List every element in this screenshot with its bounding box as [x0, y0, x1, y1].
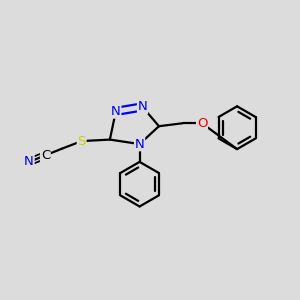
- Text: C: C: [41, 149, 50, 162]
- Text: N: N: [135, 138, 145, 151]
- Text: S: S: [77, 135, 86, 148]
- Text: N: N: [111, 105, 121, 118]
- Text: O: O: [197, 117, 207, 130]
- Text: N: N: [138, 100, 147, 113]
- Text: N: N: [24, 155, 34, 168]
